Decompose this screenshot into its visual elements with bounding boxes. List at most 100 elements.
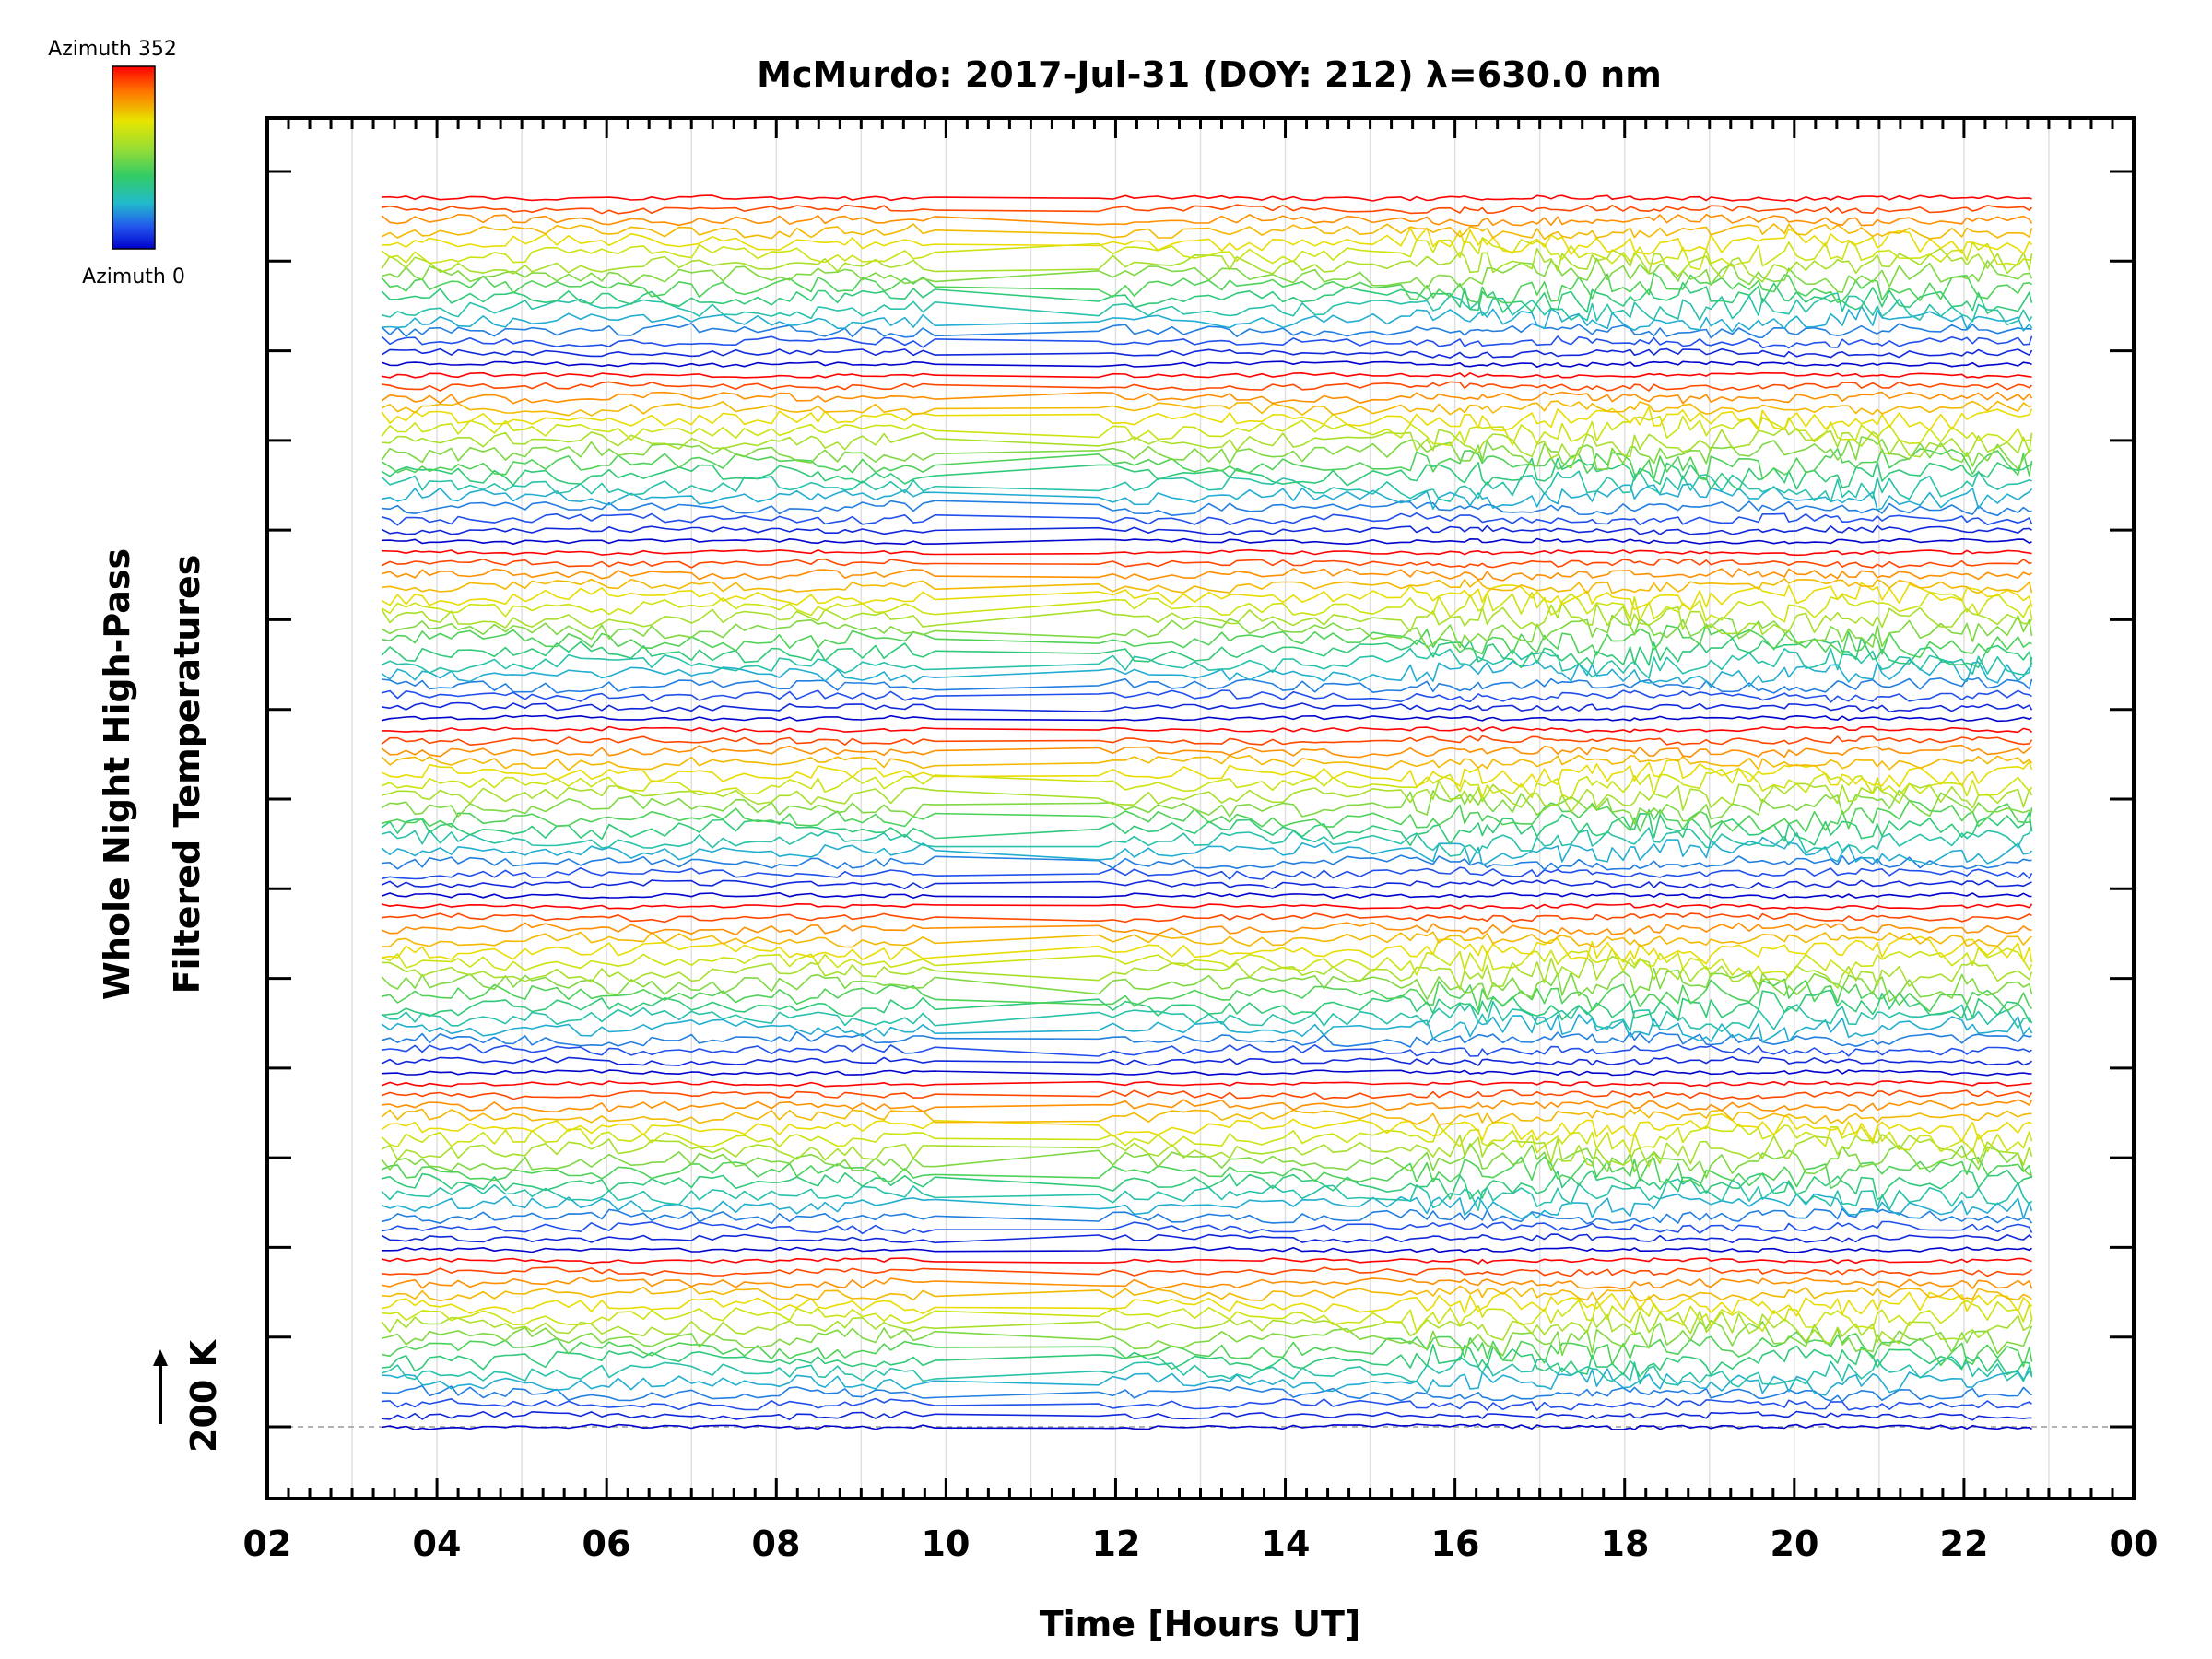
y-axis-label-line1: Whole Night High-Pass xyxy=(97,548,137,1000)
series-line xyxy=(381,1143,2032,1179)
series-line xyxy=(382,912,2032,924)
series-line xyxy=(381,236,2032,271)
series-line xyxy=(381,647,2033,679)
y-axis-label: Whole Night High-Pass Filtered Temperatu… xyxy=(97,548,207,1000)
series-line xyxy=(381,967,2033,1003)
series-line xyxy=(382,500,2032,517)
scale-arrow-head xyxy=(153,1349,168,1366)
series-group xyxy=(381,194,2033,1430)
series-line xyxy=(382,257,2033,293)
series-line xyxy=(382,956,2033,991)
series-line xyxy=(382,1384,2033,1403)
series-line xyxy=(381,447,2033,481)
series-line xyxy=(381,436,2032,470)
series-line xyxy=(382,1080,2032,1088)
series-line xyxy=(381,879,2032,890)
scale-label: 200 K xyxy=(183,1338,224,1453)
x-tick-labels: 02 04 06 08 10 12 14 16 18 20 22 00 xyxy=(243,1524,2159,1564)
series-line xyxy=(381,582,2033,611)
series-line xyxy=(381,754,2033,771)
series-line xyxy=(382,1207,2033,1225)
x-tick-label: 16 xyxy=(1431,1524,1480,1564)
y-axis-label-line2: Filtered Temperatures xyxy=(167,555,207,994)
series-line xyxy=(381,524,2032,535)
series-line xyxy=(382,1069,2032,1077)
x-tick-label: 14 xyxy=(1262,1524,1311,1564)
series-line xyxy=(382,1368,2033,1396)
series-line xyxy=(382,305,2033,333)
series-line xyxy=(382,1220,2033,1235)
series-line xyxy=(382,1276,2033,1290)
series-line xyxy=(382,1397,2032,1411)
series-line xyxy=(382,623,2032,659)
series-line xyxy=(381,601,2033,636)
series-line xyxy=(382,537,2032,546)
series-line xyxy=(381,323,2032,339)
x-tick-label: 04 xyxy=(413,1524,462,1564)
series-line xyxy=(381,272,2032,304)
series-line xyxy=(381,789,2032,825)
series-line xyxy=(381,744,2033,759)
series-line xyxy=(381,947,2033,978)
series-line xyxy=(381,1056,2032,1066)
series-line xyxy=(382,891,2032,900)
series-line xyxy=(381,1178,2033,1211)
series-line xyxy=(382,1300,2033,1333)
series-line xyxy=(382,1356,2033,1388)
series-line xyxy=(381,247,2033,283)
series-line xyxy=(381,470,2032,503)
series-line xyxy=(381,415,2032,447)
series-line xyxy=(381,1134,2033,1168)
azimuth-colorbar xyxy=(112,65,156,250)
series-line xyxy=(382,1285,2033,1302)
series-line xyxy=(382,1320,2033,1357)
series-line xyxy=(382,194,2032,202)
series-line xyxy=(382,292,2033,326)
x-tick-label: 20 xyxy=(1771,1524,1819,1564)
series-line xyxy=(382,1099,2033,1113)
series-line xyxy=(382,1423,2032,1430)
x-tick-label: 10 xyxy=(922,1524,971,1564)
series-line xyxy=(381,637,2033,669)
x-tick-label: 08 xyxy=(752,1524,801,1564)
series-line xyxy=(381,1156,2033,1190)
x-tick-label: 22 xyxy=(1940,1524,1989,1564)
x-tick-label: 06 xyxy=(582,1524,631,1564)
series-line xyxy=(382,381,2033,392)
series-line xyxy=(382,827,2033,857)
series-line xyxy=(382,922,2032,936)
series-line xyxy=(382,768,2033,801)
series-line xyxy=(382,854,2032,871)
series-line xyxy=(382,931,2032,948)
series-line xyxy=(382,1331,2033,1368)
series-line xyxy=(382,360,2032,369)
series-line xyxy=(382,1169,2032,1201)
series-line xyxy=(382,548,2032,557)
series-line xyxy=(382,935,2033,965)
x-tick-label: 12 xyxy=(1092,1524,1141,1564)
series-line xyxy=(382,689,2032,703)
series-line xyxy=(382,780,2033,813)
series-line xyxy=(382,227,2033,255)
series-line xyxy=(382,512,2033,526)
series-line xyxy=(382,1410,2032,1421)
series-line xyxy=(382,799,2033,833)
series-line xyxy=(382,1030,2032,1048)
series-line xyxy=(381,281,2033,314)
series-line xyxy=(381,347,2033,359)
series-line xyxy=(381,1233,2033,1244)
x-tick-label: 02 xyxy=(243,1524,292,1564)
series-line xyxy=(381,659,2032,688)
series-line xyxy=(382,204,2033,215)
series-line xyxy=(382,701,2033,713)
series-line xyxy=(381,213,2033,227)
series-line xyxy=(382,714,2032,723)
series-line xyxy=(382,371,2032,379)
series-line xyxy=(382,578,2033,594)
series-line xyxy=(381,335,2033,349)
chart-title: McMurdo: 2017-Jul-31 (DOY: 212) λ=630.0 … xyxy=(757,54,1662,95)
series-line xyxy=(381,1014,2033,1043)
series-line xyxy=(382,1344,2033,1378)
series-line xyxy=(382,866,2033,880)
